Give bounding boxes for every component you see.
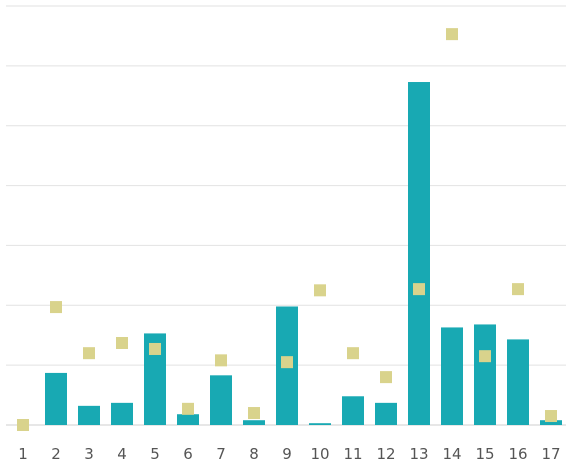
bar-5: [144, 333, 166, 425]
bar-14: [441, 327, 463, 425]
x-tick-label: 6: [183, 445, 193, 463]
x-tick-label: 2: [51, 445, 61, 463]
bar-8: [243, 420, 265, 425]
marker-6: [182, 402, 194, 415]
marker-15: [479, 350, 491, 363]
marker-14: [446, 28, 458, 41]
marker-16: [512, 283, 524, 296]
x-tick-label: 9: [282, 445, 292, 463]
bar-10: [309, 423, 331, 425]
marker-11: [347, 347, 359, 360]
x-tick-label: 5: [150, 445, 160, 463]
marker-9: [281, 356, 293, 369]
bar-3: [78, 405, 100, 425]
bar-15: [474, 324, 496, 425]
bar-13: [408, 82, 430, 426]
marker-1: [17, 419, 29, 431]
x-tick-label: 3: [84, 445, 94, 463]
x-tick-label: 8: [249, 445, 259, 463]
marker-series: [17, 28, 557, 431]
x-axis-ticks: 1 2 3 4 5 6 7 8 9 10 11 12 13 14 15 16 17: [18, 445, 560, 463]
marker-17: [545, 410, 557, 423]
x-tick-label: 11: [343, 445, 362, 463]
bar-6: [177, 414, 199, 425]
bar-2: [45, 372, 67, 425]
marker-7: [215, 354, 227, 367]
marker-12: [380, 371, 392, 384]
x-tick-label: 10: [310, 445, 329, 463]
bar-17: [540, 420, 562, 425]
x-tick-label: 12: [376, 445, 395, 463]
bar-7: [210, 375, 232, 425]
marker-3: [83, 347, 95, 360]
x-tick-label: 16: [508, 445, 527, 463]
x-tick-label: 4: [117, 445, 127, 463]
x-tick-label: 17: [541, 445, 560, 463]
marker-10: [314, 284, 326, 297]
gridlines: [6, 5, 566, 426]
bar-16: [507, 339, 529, 425]
marker-4: [116, 336, 128, 349]
marker-2: [50, 301, 62, 314]
marker-5: [149, 342, 161, 355]
marker-8: [248, 407, 260, 420]
x-tick-label: 13: [409, 445, 428, 463]
x-tick-label: 15: [475, 445, 494, 463]
bar-series: [45, 82, 562, 426]
bar-11: [342, 396, 364, 425]
bar-12: [375, 402, 397, 425]
x-tick-label: 7: [216, 445, 226, 463]
marker-13: [413, 283, 425, 296]
x-tick-label: 14: [442, 445, 461, 463]
bar-4: [111, 402, 133, 425]
x-tick-label: 1: [18, 445, 28, 463]
